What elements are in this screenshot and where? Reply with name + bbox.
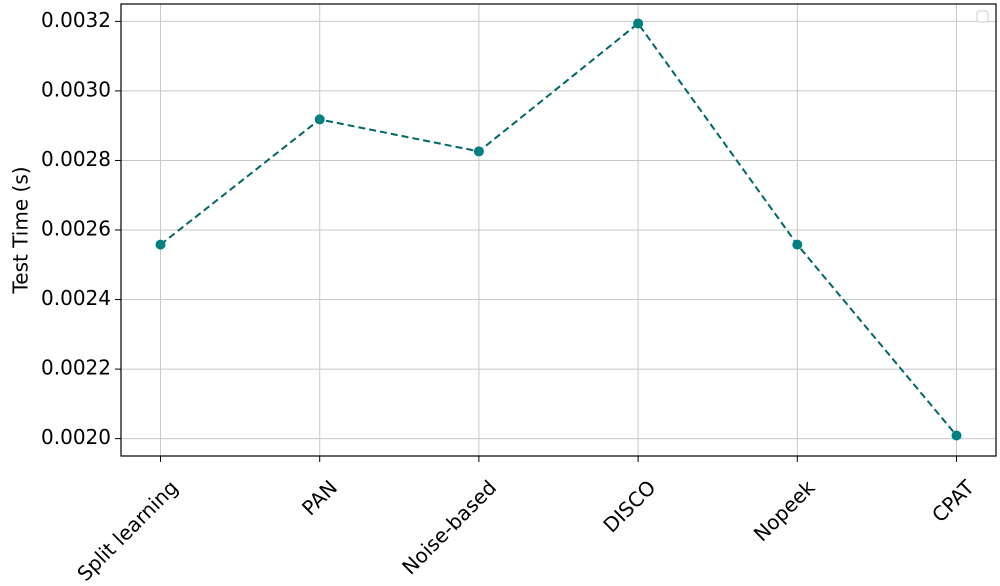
y-tick-label: 0.0032 [41,8,111,32]
data-point [951,430,962,441]
data-point [633,18,644,29]
data-point [314,114,325,125]
x-tick-label: CPAT [927,475,979,527]
x-tick-label: DISCO [598,475,660,537]
data-line [159,22,958,437]
y-tick-label: 0.0030 [41,77,111,101]
x-tick-label: Noise-based [397,475,501,579]
y-tick-label: 0.0022 [41,356,111,380]
y-tick-label: 0.0028 [41,147,111,171]
y-tick-label: 0.0020 [41,425,111,449]
x-tick-label: Split learning [72,475,183,586]
y-axis-label: Test Time (s) [9,166,33,294]
y-tick-label: 0.0026 [41,217,111,241]
plot-frame [120,3,997,457]
x-tick-label: PAN [297,475,342,520]
data-point [155,239,166,250]
data-point [792,239,803,250]
data-point [473,146,484,157]
legend-box [976,10,989,23]
x-tick-label: Nopeek [749,475,820,546]
y-tick-label: 0.0024 [41,286,111,310]
